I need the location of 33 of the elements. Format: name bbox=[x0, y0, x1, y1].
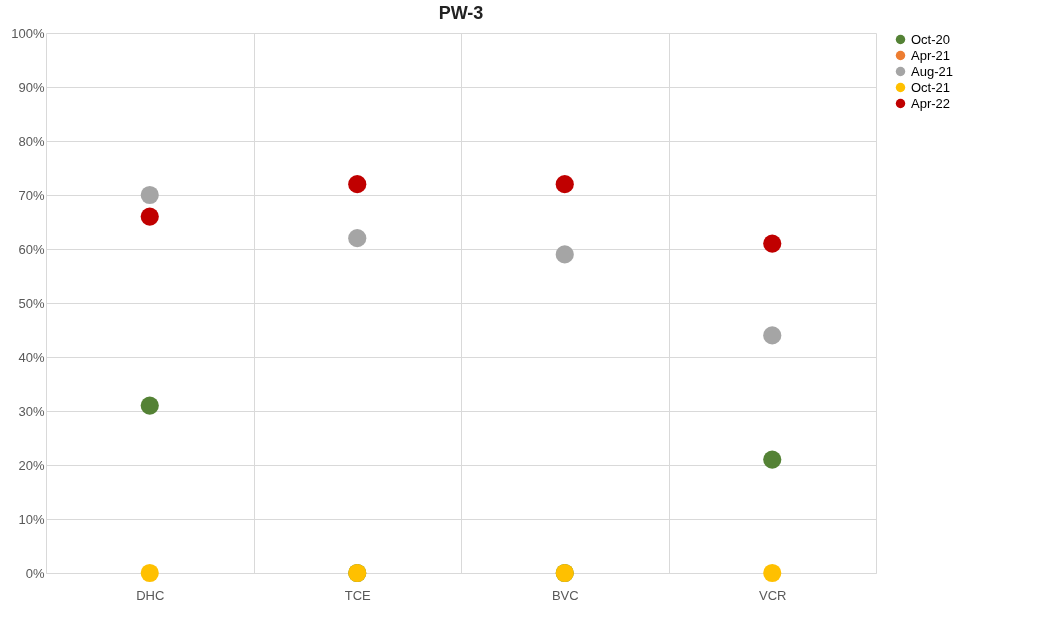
point bbox=[555, 175, 574, 194]
point bbox=[763, 563, 782, 583]
y-tick-label: 10% bbox=[18, 511, 45, 527]
x-tick-label: BVC bbox=[551, 587, 579, 603]
y-tick-label: 0% bbox=[25, 565, 45, 581]
point bbox=[140, 563, 159, 583]
x-tick-label: TCE bbox=[344, 587, 372, 603]
legend-label: Oct-20 bbox=[911, 31, 951, 47]
point bbox=[348, 175, 367, 194]
point bbox=[763, 234, 782, 253]
y-tick-label: 40% bbox=[18, 349, 45, 365]
y-tick-label: 70% bbox=[18, 187, 45, 203]
point bbox=[763, 450, 782, 469]
y-tick-label: 80% bbox=[18, 133, 45, 149]
legend-label: Apr-21 bbox=[911, 47, 951, 63]
y-tick-label: 90% bbox=[18, 79, 45, 95]
point bbox=[555, 245, 574, 264]
y-tick-label: 60% bbox=[18, 241, 45, 257]
y-tick-label: 30% bbox=[18, 403, 45, 419]
chart-title: PW-3 bbox=[438, 3, 484, 23]
y-tick-label: 100% bbox=[11, 25, 45, 41]
point bbox=[140, 396, 159, 415]
y-tick-label: 20% bbox=[18, 457, 45, 473]
y-tick-label: 50% bbox=[18, 295, 45, 311]
point bbox=[348, 229, 367, 248]
point bbox=[140, 185, 159, 205]
x-tick-label: VCR bbox=[759, 587, 787, 603]
legend-label: Aug-21 bbox=[911, 63, 953, 79]
legend-label: Apr-22 bbox=[911, 95, 951, 111]
x-tick-label: DHC bbox=[136, 587, 165, 603]
point bbox=[140, 207, 159, 226]
point bbox=[763, 326, 782, 345]
legend-label: Oct-21 bbox=[911, 79, 951, 95]
